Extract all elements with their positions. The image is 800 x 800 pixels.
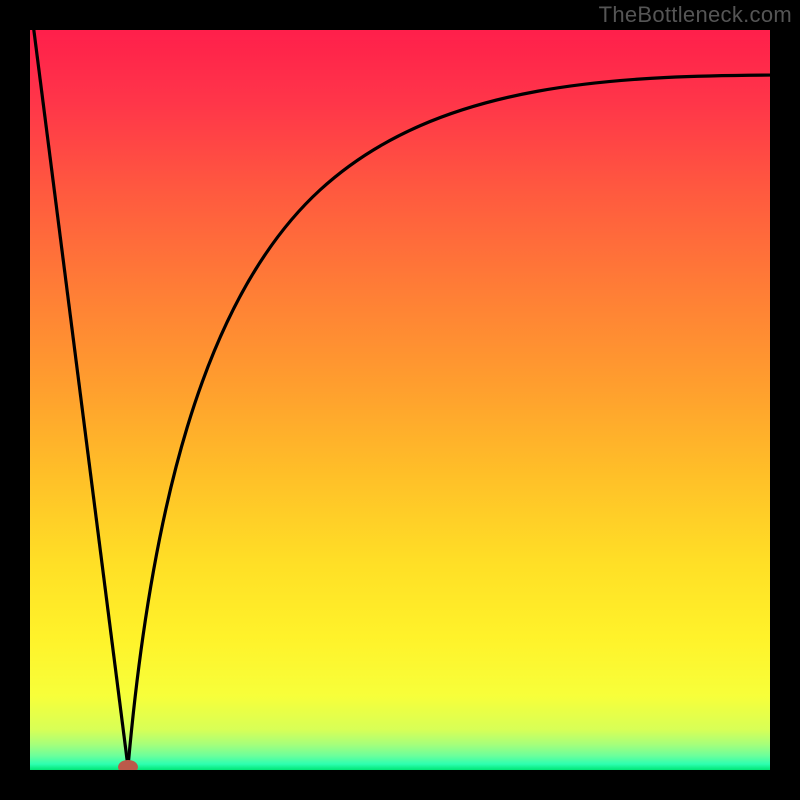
bottleneck-chart <box>0 0 800 800</box>
watermark-text: TheBottleneck.com <box>599 2 792 28</box>
